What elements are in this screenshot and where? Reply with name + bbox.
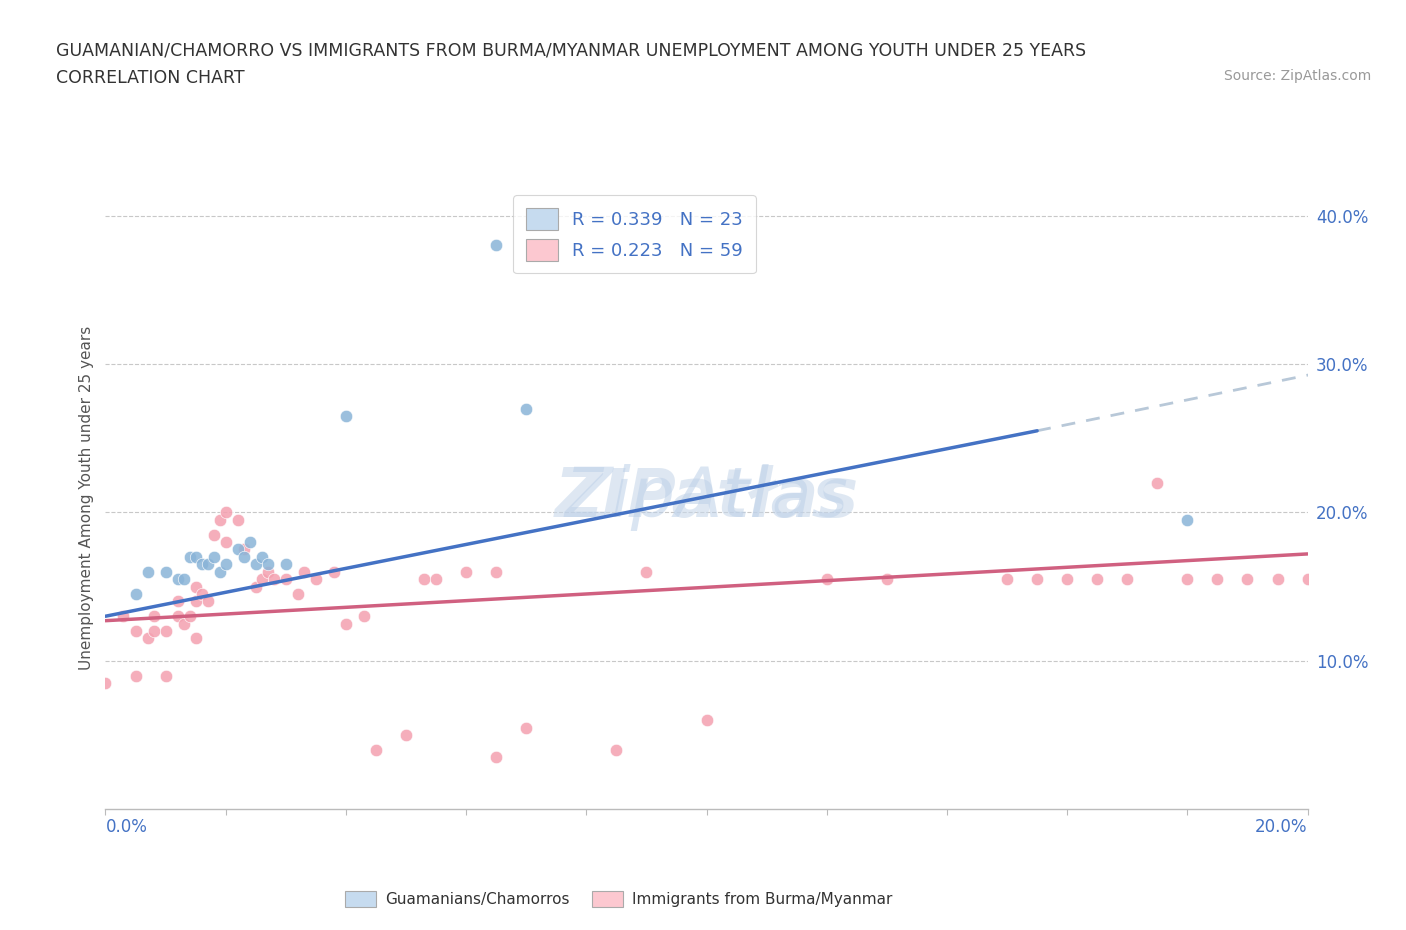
Point bbox=[1236, 572, 1258, 587]
Point bbox=[184, 594, 207, 609]
Text: 20.0%: 20.0% bbox=[1256, 818, 1308, 836]
Point bbox=[1206, 572, 1229, 587]
Point bbox=[94, 675, 117, 690]
Point bbox=[454, 565, 477, 579]
Point bbox=[166, 594, 188, 609]
Text: ZipAtlas: ZipAtlas bbox=[565, 464, 848, 531]
Point bbox=[1146, 475, 1168, 490]
Point bbox=[245, 557, 267, 572]
Point bbox=[214, 535, 236, 550]
Point bbox=[605, 742, 627, 757]
Point bbox=[232, 550, 254, 565]
Point bbox=[1085, 572, 1108, 587]
Point bbox=[155, 668, 177, 683]
Point bbox=[190, 587, 212, 602]
Point bbox=[208, 565, 231, 579]
Point bbox=[287, 587, 309, 602]
Text: GUAMANIAN/CHAMORRO VS IMMIGRANTS FROM BURMA/MYANMAR UNEMPLOYMENT AMONG YOUTH UND: GUAMANIAN/CHAMORRO VS IMMIGRANTS FROM BU… bbox=[56, 42, 1087, 60]
Point bbox=[142, 609, 165, 624]
Point bbox=[124, 668, 146, 683]
Point bbox=[250, 572, 273, 587]
Point bbox=[1175, 572, 1198, 587]
Point bbox=[250, 550, 273, 565]
Point bbox=[353, 609, 375, 624]
Point bbox=[395, 727, 418, 742]
Point bbox=[184, 550, 207, 565]
Point bbox=[815, 572, 838, 587]
Point bbox=[1116, 572, 1139, 587]
Point bbox=[155, 624, 177, 639]
Point bbox=[214, 505, 236, 520]
Point bbox=[173, 572, 195, 587]
Point bbox=[413, 572, 436, 587]
Point bbox=[226, 542, 249, 557]
Point bbox=[232, 542, 254, 557]
Point bbox=[179, 550, 201, 565]
Point bbox=[179, 609, 201, 624]
Point bbox=[335, 617, 357, 631]
Text: Source: ZipAtlas.com: Source: ZipAtlas.com bbox=[1223, 69, 1371, 83]
Point bbox=[112, 609, 135, 624]
Point bbox=[184, 579, 207, 594]
Point bbox=[335, 408, 357, 423]
Point bbox=[173, 617, 195, 631]
Point bbox=[155, 565, 177, 579]
Point bbox=[292, 565, 315, 579]
Point bbox=[305, 572, 328, 587]
Point bbox=[263, 572, 285, 587]
Point bbox=[425, 572, 447, 587]
Point bbox=[274, 557, 297, 572]
Point bbox=[1267, 572, 1289, 587]
Text: CORRELATION CHART: CORRELATION CHART bbox=[56, 69, 245, 86]
Point bbox=[184, 631, 207, 646]
Point bbox=[515, 720, 537, 735]
Point bbox=[214, 557, 236, 572]
Point bbox=[202, 550, 225, 565]
Text: ZIPatłas: ZIPatłas bbox=[554, 465, 859, 530]
Point bbox=[136, 565, 159, 579]
Point bbox=[1296, 572, 1319, 587]
Point bbox=[1175, 512, 1198, 527]
Point bbox=[485, 238, 508, 253]
Point bbox=[485, 750, 508, 764]
Legend: R = 0.339   N = 23, R = 0.223   N = 59: R = 0.339 N = 23, R = 0.223 N = 59 bbox=[513, 195, 756, 273]
Text: 0.0%: 0.0% bbox=[105, 818, 148, 836]
Point bbox=[485, 565, 508, 579]
Point bbox=[274, 572, 297, 587]
Point bbox=[515, 401, 537, 416]
Point bbox=[256, 565, 278, 579]
Point bbox=[166, 572, 188, 587]
Point bbox=[364, 742, 387, 757]
Point bbox=[322, 565, 344, 579]
Point bbox=[202, 527, 225, 542]
Legend: Guamanians/Chamorros, Immigrants from Burma/Myanmar: Guamanians/Chamorros, Immigrants from Bu… bbox=[339, 884, 898, 913]
Point bbox=[876, 572, 898, 587]
Point bbox=[124, 624, 146, 639]
Point bbox=[136, 631, 159, 646]
Point bbox=[197, 557, 219, 572]
Point bbox=[245, 579, 267, 594]
Point bbox=[124, 587, 146, 602]
Point bbox=[142, 624, 165, 639]
Point bbox=[197, 594, 219, 609]
Point bbox=[226, 512, 249, 527]
Y-axis label: Unemployment Among Youth under 25 years: Unemployment Among Youth under 25 years bbox=[79, 326, 94, 670]
Point bbox=[239, 535, 262, 550]
Point bbox=[1056, 572, 1078, 587]
Point bbox=[190, 557, 212, 572]
Point bbox=[995, 572, 1018, 587]
Point bbox=[166, 609, 188, 624]
Point bbox=[696, 712, 718, 727]
Point bbox=[256, 557, 278, 572]
Point bbox=[1026, 572, 1049, 587]
Point bbox=[208, 512, 231, 527]
Point bbox=[636, 565, 658, 579]
